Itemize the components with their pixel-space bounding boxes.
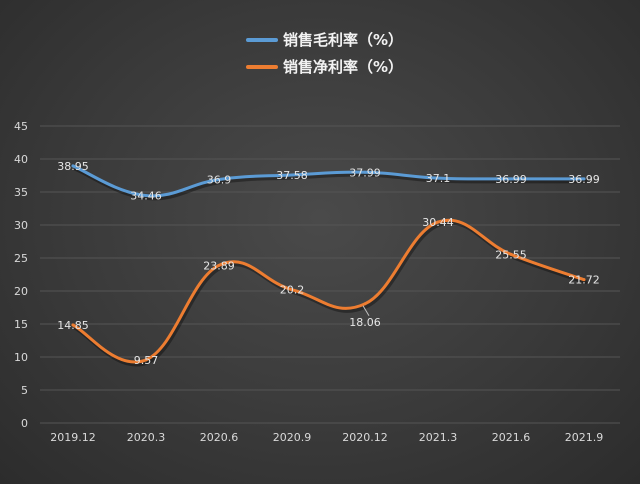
data-point-net-margin bbox=[509, 252, 513, 256]
legend-label-net-margin: 销售净利率（%） bbox=[283, 58, 403, 76]
data-label-gross-margin: 37.58 bbox=[276, 169, 308, 182]
x-tick-label: 2019.12 bbox=[50, 431, 96, 444]
series-line-shadow-gross-margin bbox=[72, 166, 588, 201]
data-point-net-margin bbox=[363, 302, 367, 306]
leader-line bbox=[362, 305, 370, 317]
data-label-net-margin: 25.55 bbox=[495, 248, 527, 261]
x-axis: 2019.12 2020.3 2020.6 2020.9 2020.12 2021.3 20… bbox=[50, 431, 603, 444]
data-point-gross-margin bbox=[144, 194, 148, 198]
data-label-net-margin: 18.06 bbox=[349, 316, 381, 329]
y-tick-label: 40 bbox=[14, 153, 28, 166]
data-point-gross-margin bbox=[71, 164, 75, 168]
data-label-gross-margin: 36.99 bbox=[495, 173, 527, 186]
x-tick-label: 2021.6 bbox=[492, 431, 531, 444]
data-label-gross-margin: 38.95 bbox=[57, 160, 89, 173]
data-point-net-margin bbox=[71, 323, 75, 327]
data-point-gross-margin bbox=[217, 177, 221, 181]
data-point-gross-margin bbox=[436, 176, 440, 180]
data-point-gross-margin bbox=[363, 170, 367, 174]
y-tick-label: 5 bbox=[21, 384, 28, 397]
data-point-gross-margin bbox=[290, 173, 294, 177]
y-tick-label: 0 bbox=[21, 417, 28, 430]
data-label-net-margin: 23.89 bbox=[203, 259, 235, 272]
data-point-net-margin bbox=[290, 288, 294, 292]
data-label-net-margin: 20.2 bbox=[280, 284, 305, 297]
y-tick-label: 15 bbox=[14, 318, 28, 331]
data-point-net-margin bbox=[436, 220, 440, 224]
series-line-shadow-net-margin bbox=[72, 220, 588, 367]
y-tick-label: 35 bbox=[14, 186, 28, 199]
data-label-gross-margin: 37.1 bbox=[426, 172, 451, 185]
x-tick-label: 2020.12 bbox=[342, 431, 388, 444]
legend: 销售毛利率（%） 销售净利率（%） bbox=[246, 31, 403, 76]
data-label-net-margin: 14.85 bbox=[57, 319, 89, 332]
y-tick-label: 25 bbox=[14, 252, 28, 265]
data-label-gross-margin: 36.9 bbox=[207, 173, 232, 186]
data-labels: 38.95 34.46 36.9 37.58 37.99 37.1 36.99 36.99 14… bbox=[57, 160, 600, 367]
data-point-net-margin bbox=[144, 358, 148, 362]
data-label-net-margin: 9.57 bbox=[134, 354, 159, 367]
x-tick-label: 2020.3 bbox=[127, 431, 166, 444]
series-lines bbox=[71, 164, 588, 367]
y-tick-label: 10 bbox=[14, 351, 28, 364]
y-tick-label: 20 bbox=[14, 285, 28, 298]
data-label-gross-margin: 37.99 bbox=[349, 166, 381, 179]
x-tick-label: 2020.6 bbox=[200, 431, 239, 444]
x-tick-label: 2021.9 bbox=[565, 431, 604, 444]
data-point-net-margin bbox=[217, 263, 221, 267]
x-tick-label: 2021.3 bbox=[419, 431, 458, 444]
legend-label-gross-margin: 销售毛利率（%） bbox=[283, 31, 403, 49]
data-label-gross-margin: 36.99 bbox=[568, 173, 600, 186]
data-point-gross-margin bbox=[509, 177, 513, 181]
y-tick-label: 30 bbox=[14, 219, 28, 232]
data-label-net-margin: 21.72 bbox=[568, 274, 600, 287]
series-line-net-margin bbox=[71, 218, 586, 364]
x-tick-label: 2020.9 bbox=[273, 431, 312, 444]
data-point-gross-margin bbox=[582, 177, 586, 181]
data-point-net-margin bbox=[582, 278, 586, 282]
y-tick-label: 45 bbox=[14, 120, 28, 133]
data-label-gross-margin: 34.46 bbox=[130, 190, 162, 203]
gridlines bbox=[40, 125, 620, 424]
y-axis: 0 5 10 15 20 25 30 35 40 45 bbox=[14, 120, 28, 430]
data-label-net-margin: 30.44 bbox=[422, 216, 454, 229]
